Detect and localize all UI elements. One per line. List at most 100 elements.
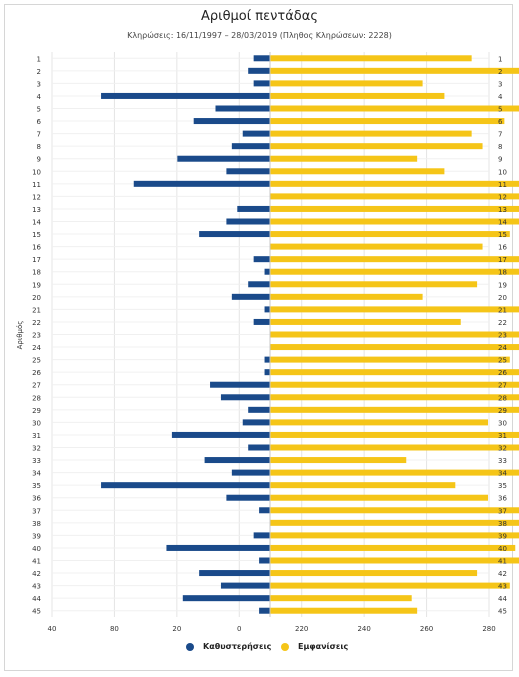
ytick-left-9: 9	[37, 156, 41, 164]
bar-appearances-2	[270, 67, 519, 74]
ytick-right-32: 32	[498, 445, 507, 453]
bar-delays-40	[166, 544, 270, 551]
ytick-left-32: 32	[32, 445, 41, 453]
ytick-right-42: 42	[498, 570, 507, 578]
ytick-right-17: 17	[498, 256, 507, 264]
ytick-right-40: 40	[498, 545, 507, 553]
bar-delays-11	[133, 180, 270, 187]
bar-appearances-37	[270, 507, 519, 514]
bar-appearances-4	[270, 92, 445, 99]
bar-appearances-45	[270, 607, 418, 614]
bar-appearances-3	[270, 80, 423, 87]
ytick-right-6: 6	[498, 118, 503, 126]
bar-appearances-44	[270, 595, 412, 602]
ytick-right-27: 27	[498, 382, 507, 390]
bar-appearances-29	[270, 406, 519, 413]
ytick-left-39: 39	[32, 532, 41, 540]
ytick-left-28: 28	[32, 394, 41, 402]
chart-subtitle: Κληρώσεις: 16/11/1997 – 28/03/2019 (Πληθ…	[127, 31, 392, 40]
bar-delays-20	[231, 293, 270, 300]
ytick-right-16: 16	[498, 244, 507, 252]
legend-dot-appearances	[281, 642, 289, 651]
ytick-right-2: 2	[498, 68, 502, 76]
ytick-left-16: 16	[32, 244, 41, 252]
bar-appearances-7	[270, 130, 472, 137]
ytick-right-1: 1	[498, 55, 502, 63]
xtick-3: 0	[237, 625, 241, 633]
ytick-right-25: 25	[498, 357, 507, 365]
ytick-left-23: 23	[32, 332, 41, 340]
ytick-right-13: 13	[498, 206, 507, 214]
bar-appearances-21	[270, 306, 519, 313]
ytick-right-39: 39	[498, 532, 507, 540]
bar-delays-13	[237, 205, 270, 212]
ytick-left-18: 18	[32, 269, 41, 277]
bar-delays-27	[210, 381, 270, 388]
ytick-left-43: 43	[32, 583, 41, 591]
ytick-right-29: 29	[498, 407, 507, 415]
ytick-right-7: 7	[498, 131, 502, 139]
ytick-left-36: 36	[32, 495, 41, 503]
ytick-right-18: 18	[498, 269, 507, 277]
ytick-right-33: 33	[498, 457, 507, 465]
ytick-right-37: 37	[498, 507, 507, 515]
legend-item-appearances[interactable]: Εμφανίσεις	[281, 642, 348, 651]
ytick-left-42: 42	[32, 570, 41, 578]
ytick-right-19: 19	[498, 281, 507, 289]
bar-delays-2	[248, 67, 270, 74]
ytick-right-11: 11	[498, 181, 507, 189]
bar-delays-22	[253, 318, 270, 325]
bar-appearances-43	[270, 582, 510, 589]
ytick-left-30: 30	[32, 419, 41, 427]
bar-appearances-32	[270, 444, 519, 451]
ytick-left-2: 2	[37, 68, 41, 76]
ytick-right-45: 45	[498, 608, 507, 616]
bar-delays-44	[182, 595, 270, 602]
ytick-left-22: 22	[32, 319, 41, 327]
ytick-left-17: 17	[32, 256, 41, 264]
bar-delays-43	[220, 582, 270, 589]
legend-item-delays[interactable]: Καθυστερήσεις	[186, 642, 271, 651]
bar-delays-10	[226, 168, 270, 175]
bar-appearances-8	[270, 143, 483, 150]
ytick-left-8: 8	[37, 143, 41, 151]
bar-delays-26	[264, 369, 270, 376]
bar-appearances-35	[270, 482, 456, 489]
ytick-left-24: 24	[32, 344, 41, 352]
ytick-left-20: 20	[32, 294, 41, 302]
bar-delays-41	[259, 557, 270, 564]
ytick-left-1: 1	[37, 55, 41, 63]
ytick-left-3: 3	[37, 80, 41, 88]
bar-appearances-24	[270, 344, 519, 351]
bar-appearances-39	[270, 532, 519, 539]
ytick-left-13: 13	[32, 206, 41, 214]
bar-delays-18	[264, 268, 270, 275]
bar-delays-30	[242, 419, 270, 426]
bar-appearances-36	[270, 494, 488, 501]
bar-delays-31	[171, 431, 270, 438]
bar-appearances-12	[270, 193, 519, 200]
y-axis-label: Αριθμός	[16, 321, 24, 350]
ytick-left-19: 19	[32, 281, 41, 289]
bar-appearances-34	[270, 469, 519, 476]
xtick-7: 280	[482, 625, 495, 633]
bar-appearances-10	[270, 168, 445, 175]
bar-delays-4	[101, 92, 270, 99]
ytick-left-10: 10	[32, 168, 41, 176]
ytick-left-33: 33	[32, 457, 41, 465]
bar-appearances-5	[270, 105, 519, 112]
bar-appearances-13	[270, 205, 519, 212]
bar-appearances-41	[270, 557, 519, 564]
bar-delays-14	[226, 218, 270, 225]
ytick-right-21: 21	[498, 306, 507, 314]
ytick-right-36: 36	[498, 495, 507, 503]
ytick-right-24: 24	[498, 344, 507, 352]
bar-appearances-42	[270, 570, 478, 577]
bar-appearances-23	[270, 331, 519, 338]
bar-delays-19	[248, 281, 270, 288]
bar-delays-37	[259, 507, 270, 514]
legend-dot-delays	[186, 642, 194, 651]
ytick-left-6: 6	[37, 118, 42, 126]
ytick-left-35: 35	[32, 482, 41, 490]
ytick-left-7: 7	[37, 131, 41, 139]
